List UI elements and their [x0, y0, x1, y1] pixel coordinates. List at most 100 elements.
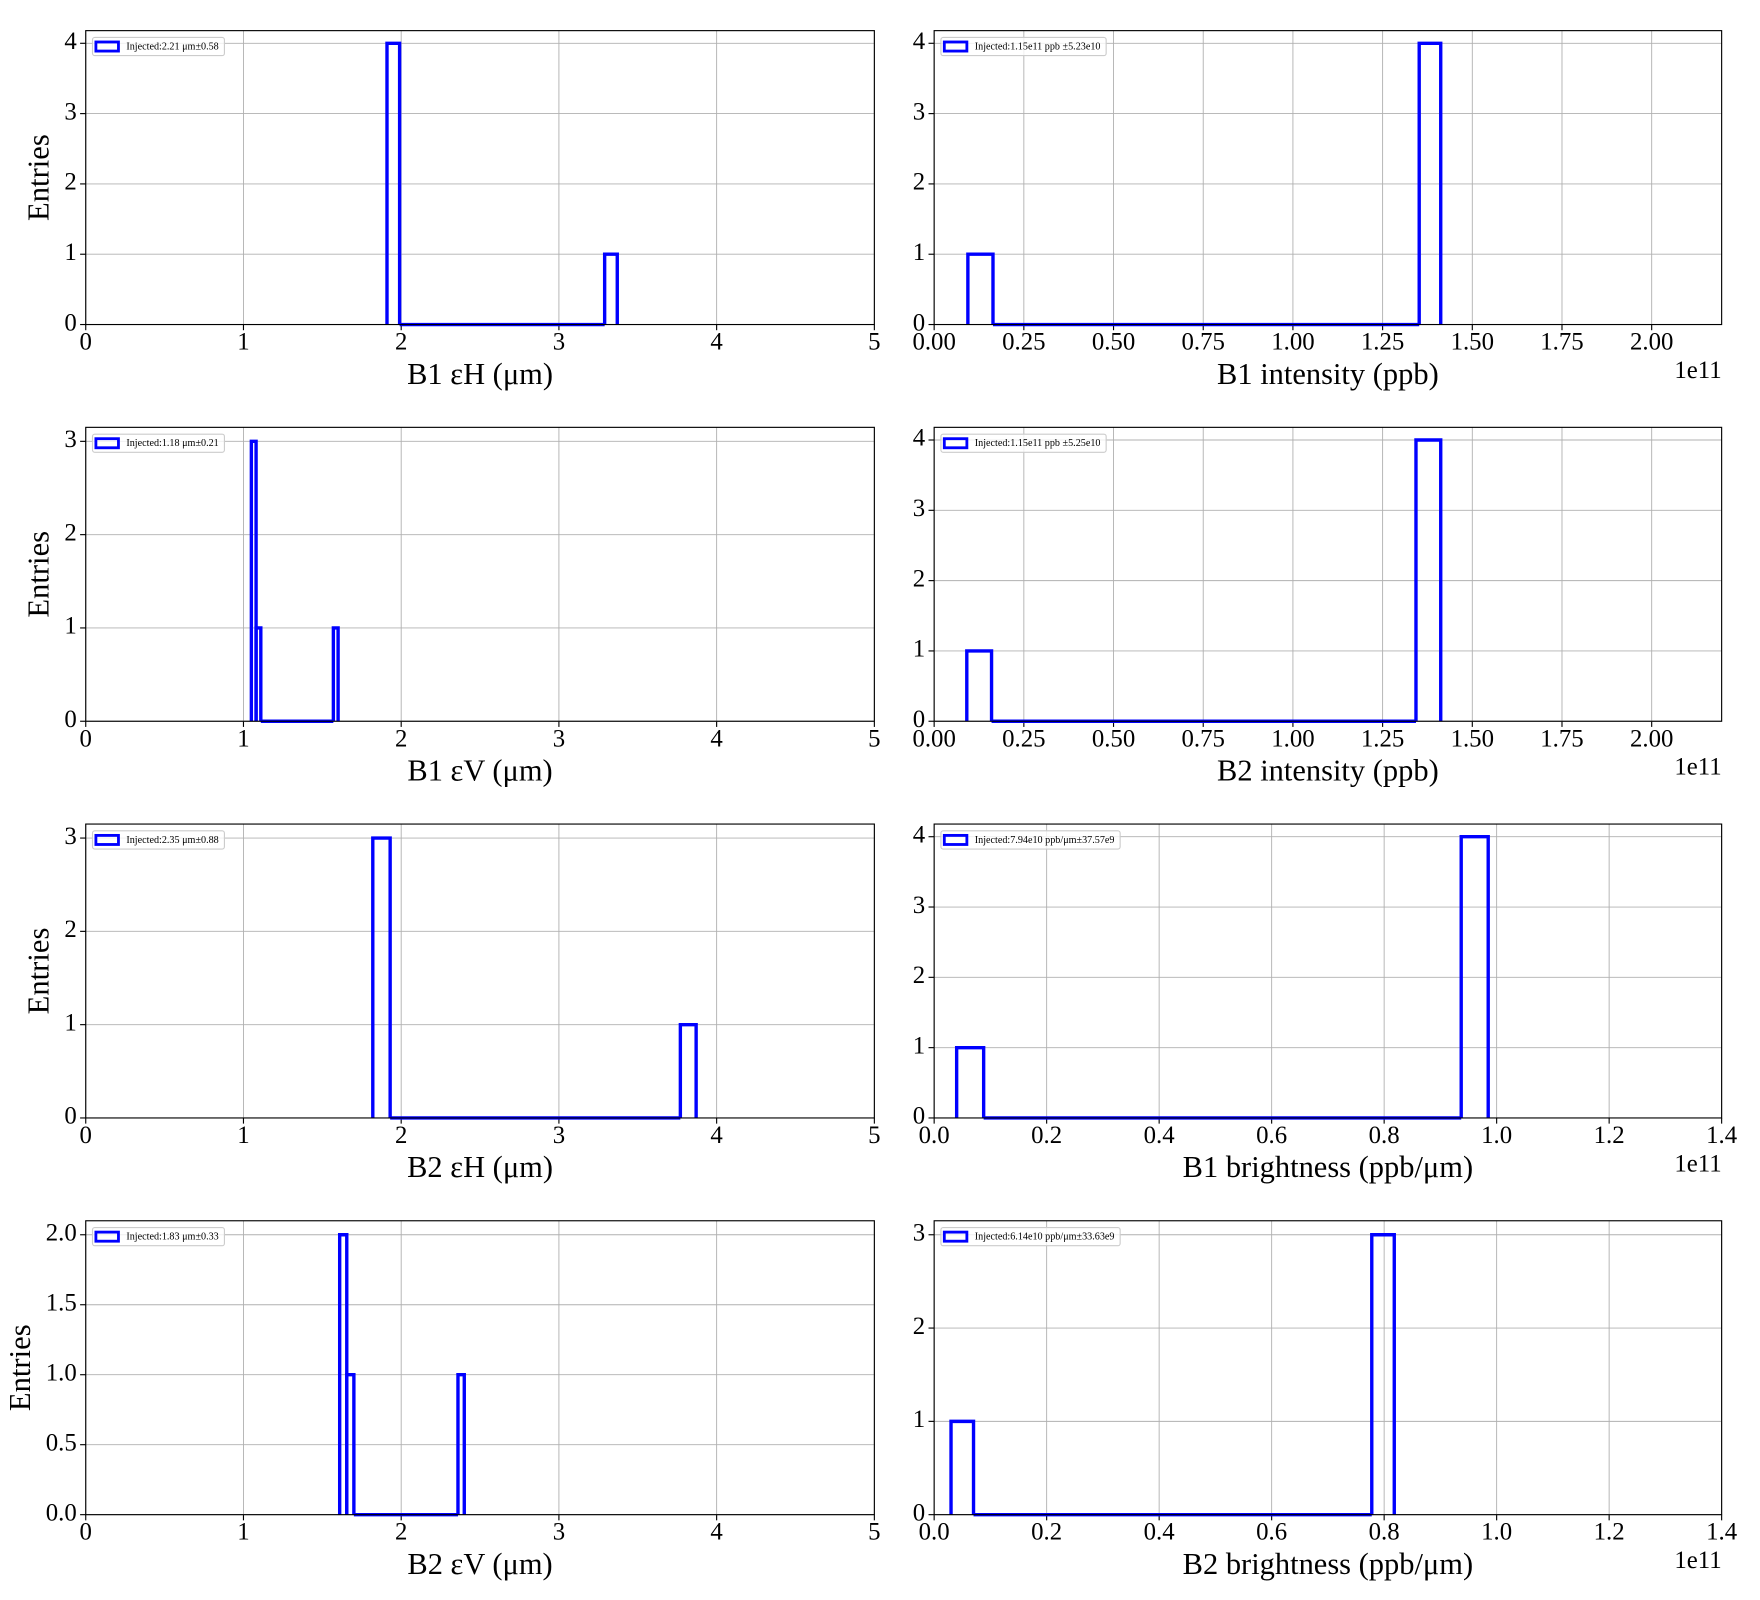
x-tick-label: 5: [868, 1122, 880, 1149]
y-tick-label: 0: [913, 1103, 925, 1130]
y-tick-label: 1.0: [46, 1359, 77, 1386]
x-tick-label: 0.0: [919, 1519, 950, 1546]
subplot: 0 1 2 3 4 5 0 1 2 3 4 B1 εH (μm) Entries Injected:2.2…: [22, 28, 881, 391]
y-tick-label: 2.0: [46, 1219, 77, 1246]
histogram-bin: [1417, 41, 1443, 325]
x-tick-label: 5: [868, 1519, 880, 1546]
x-tick-label: 0.2: [1031, 1122, 1062, 1149]
subplot: 0.0 0.2 0.4 0.6 0.8 1.0 1.2 1.4 0 1 2 3 4 B1 brightne…: [913, 821, 1738, 1184]
x-tick-label: 4: [710, 725, 723, 752]
x-tick-label: 1.4: [1706, 1122, 1738, 1149]
y-tick-label: 1: [64, 613, 76, 640]
x-tick-label: 3: [553, 725, 565, 752]
x-tick-label: 1.50: [1451, 725, 1494, 752]
y-tick-label: 3: [913, 495, 925, 522]
legend-box: [91, 1227, 225, 1247]
x-tick-label: 0.25: [1002, 725, 1045, 752]
x-tick-label: 1.50: [1451, 329, 1494, 356]
x-tick-label: 2.00: [1630, 725, 1673, 752]
x-tick-label: 0.8: [1369, 1519, 1400, 1546]
histogram-bin: [1459, 835, 1490, 1118]
x-axis-label: B2 intensity (ppb): [1217, 753, 1439, 787]
x-tick-label: 1.00: [1271, 329, 1314, 356]
y-tick-label: 0: [913, 1499, 925, 1526]
legend-box: [91, 433, 225, 453]
offset-label: 1e11: [1674, 357, 1721, 384]
legend-box: [91, 830, 225, 850]
legend-label: Injected:1.83 μm±0.33: [126, 1232, 218, 1243]
legend-box: [940, 36, 1107, 57]
x-tick-label: 1.0: [1481, 1122, 1512, 1149]
y-tick-label: 1: [913, 239, 925, 266]
x-tick-label: 1.2: [1594, 1122, 1625, 1149]
legend: Injected:1.83 μm±0.33: [91, 1227, 225, 1247]
x-tick-label: 0.75: [1182, 329, 1225, 356]
x-axis-label: B1 brightness (ppb/μm): [1183, 1150, 1473, 1184]
y-tick-label: 1: [64, 239, 76, 266]
y-axis-label: Entries: [3, 1324, 37, 1411]
x-tick-label: 1: [237, 1519, 249, 1546]
axes-frame: [933, 30, 1723, 326]
y-tick-label: 3: [64, 823, 76, 850]
x-tick-label: 1.25: [1361, 329, 1404, 356]
y-tick-label: 4: [913, 821, 926, 848]
x-tick-label: 1: [237, 329, 249, 356]
x-tick-label: 1.0: [1481, 1519, 1512, 1546]
histogram-bin: [949, 1419, 976, 1515]
histogram-bin: [966, 252, 995, 325]
y-tick-label: 0: [913, 706, 925, 733]
legend: Injected:2.35 μm±0.88: [91, 830, 225, 850]
legend-swatch: [942, 833, 969, 846]
y-tick-label: 2: [913, 1313, 925, 1340]
x-tick-label: 0.6: [1256, 1519, 1287, 1546]
legend: Injected:1.18 μm±0.21: [91, 433, 225, 453]
histogram-bin: [331, 626, 340, 722]
legend-label: Injected:1.15e11 ppb ±5.25e10: [975, 438, 1101, 449]
legend-label: Injected:2.21 μm±0.58: [126, 41, 218, 52]
subplot: 0 1 2 3 4 5 0.0 0.5 1.0 1.5 2.0 B2 εV (μm) Entries In…: [3, 1219, 880, 1580]
axes-frame: [85, 426, 875, 722]
legend-box: [940, 1227, 1121, 1247]
x-tick-label: 3: [553, 1122, 565, 1149]
y-tick-label: 2: [913, 962, 925, 989]
y-tick-label: 3: [913, 98, 925, 125]
histogram-bin: [1414, 438, 1443, 722]
y-tick-label: 0: [64, 1103, 76, 1130]
x-axis-label: B1 εV (μm): [407, 753, 552, 787]
legend-label: Injected:2.35 μm±0.88: [126, 835, 218, 846]
y-axis-label: Entries: [22, 134, 56, 221]
histogram-bin: [1370, 1233, 1396, 1515]
subplot: 0.00 0.25 0.50 0.75 1.00 1.25 1.50 1.75 2.00 0 1 2 3…: [912, 425, 1723, 788]
x-tick-label: 5: [868, 329, 880, 356]
x-tick-label: 3: [553, 1519, 565, 1546]
x-tick-label: 4: [710, 1122, 723, 1149]
y-tick-label: 4: [913, 28, 926, 55]
legend-swatch: [94, 437, 120, 450]
y-axis-label: Entries: [22, 928, 56, 1015]
legend: Injected:7.94e10 ppb/μm±37.57e9: [940, 830, 1121, 850]
histogram-bin: [254, 626, 263, 722]
x-tick-label: 0: [80, 329, 92, 356]
x-tick-label: 0.75: [1182, 725, 1225, 752]
x-tick-label: 1.00: [1271, 725, 1314, 752]
y-tick-label: 0.0: [46, 1499, 77, 1526]
legend-label: Injected:6.14e10 ppb/μm±33.63e9: [975, 1232, 1115, 1243]
y-tick-label: 2: [64, 519, 76, 546]
x-tick-label: 0.00: [912, 725, 955, 752]
x-tick-label: 0.0: [919, 1122, 950, 1149]
legend: Injected:1.15e11 ppb ±5.25e10: [940, 433, 1107, 453]
x-axis-label: B2 εV (μm): [407, 1547, 552, 1581]
legend-label: Injected:1.15e11 ppb ±5.23e10: [975, 41, 1101, 52]
histogram-bin: [456, 1373, 466, 1515]
legend-swatch: [94, 1230, 120, 1243]
x-tick-label: 2.00: [1630, 329, 1673, 356]
x-tick-label: 1.75: [1540, 725, 1583, 752]
subplot: 0.0 0.2 0.4 0.6 0.8 1.0 1.2 1.4 0 1 2 3 B2 brightnes…: [913, 1219, 1738, 1580]
y-tick-label: 0: [913, 309, 925, 336]
x-tick-label: 0.00: [912, 329, 955, 356]
histogram-bin: [345, 1373, 356, 1515]
x-tick-label: 2: [395, 1122, 407, 1149]
